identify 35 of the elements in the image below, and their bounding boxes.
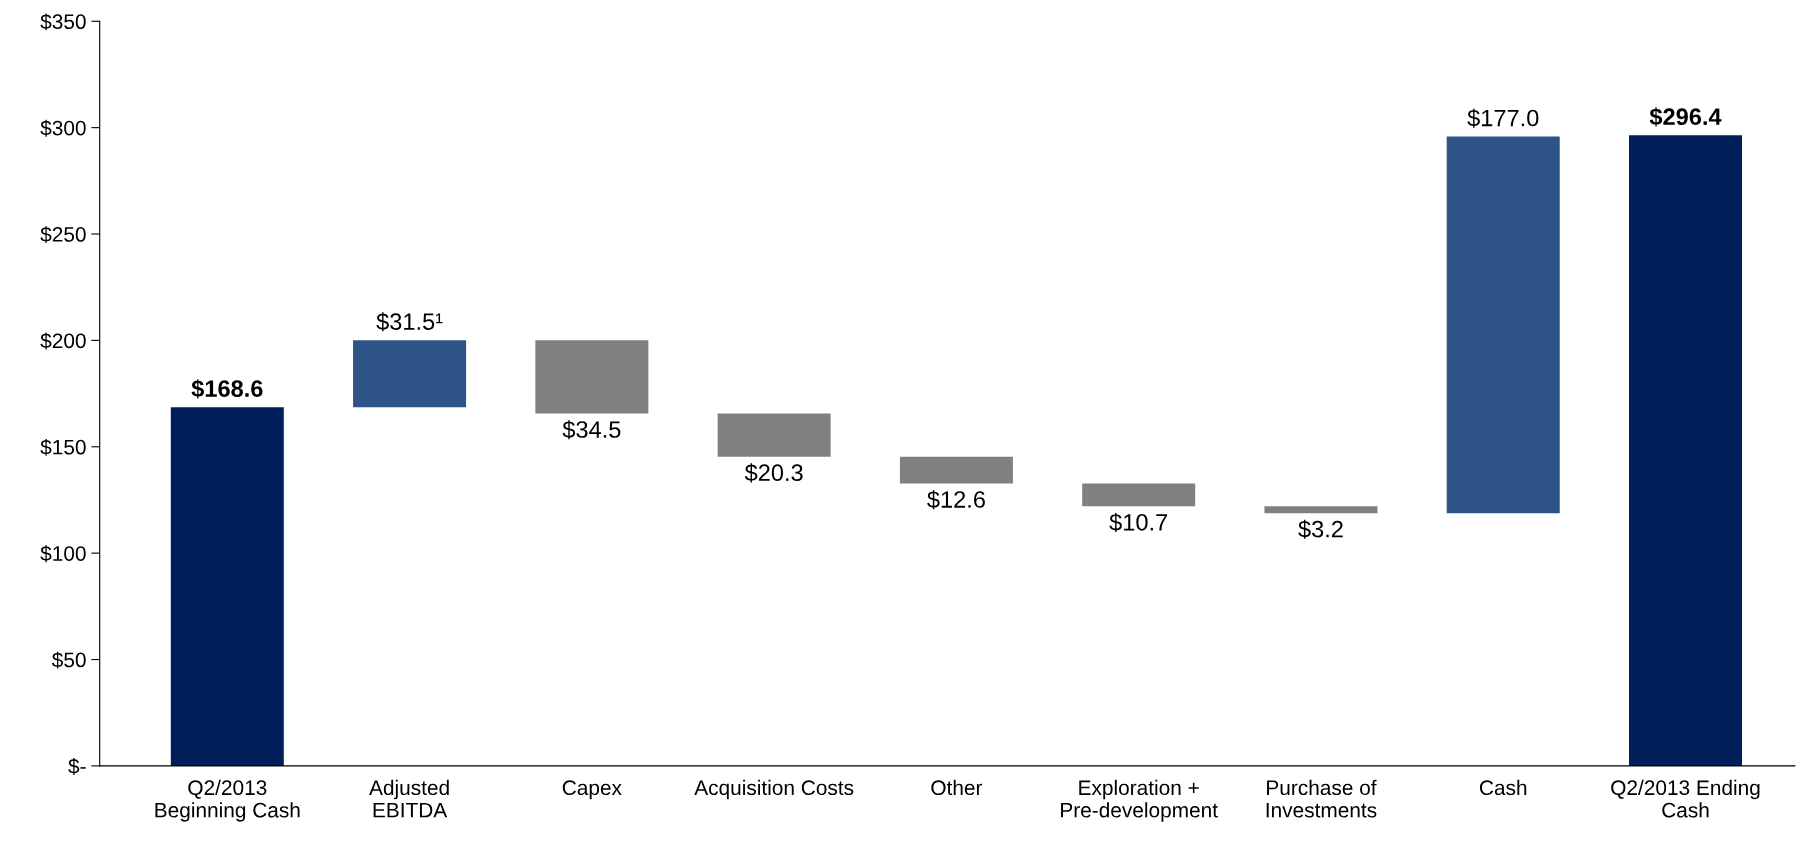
data-label: $31.5¹ — [376, 312, 443, 332]
x-tick-label: Other — [931, 779, 983, 796]
y-tick-label: $100 — [40, 545, 86, 563]
y-tick-label: $250 — [40, 226, 86, 244]
data-label: $34.5 — [562, 420, 621, 440]
bar — [1082, 483, 1196, 507]
bar — [717, 413, 831, 457]
y-tick-label: $300 — [40, 119, 86, 137]
data-label: $177.0 — [1467, 108, 1539, 128]
data-label: $10.7 — [1109, 512, 1168, 533]
data-label: $12.6 — [927, 490, 985, 510]
x-tick-label: Q2/2013 Ending Cash — [1611, 779, 1760, 818]
bar — [1446, 136, 1560, 514]
bar — [353, 340, 467, 408]
x-tick-label: Purchase of Investments — [1266, 779, 1377, 818]
x-tick-label: Capex — [562, 780, 622, 800]
x-tick-label: Adjusted EBITDA — [369, 779, 449, 818]
y-tick-label: $200 — [40, 332, 86, 350]
y-tick-label: $- — [68, 758, 86, 775]
data-label: $3.2 — [1298, 519, 1343, 539]
data-label: $296.4 — [1649, 107, 1722, 127]
bar — [1629, 135, 1743, 766]
bar — [899, 456, 1013, 484]
x-tick-label: Q2/2013 Beginning Cash — [155, 779, 300, 822]
data-label: $168.6 — [191, 379, 263, 399]
x-tick-label: Cash — [1479, 779, 1527, 796]
x-tick-label: Acquisition Costs — [694, 779, 854, 800]
bar — [170, 407, 284, 766]
y-tick-label: $150 — [40, 438, 86, 456]
y-tick-label: $50 — [51, 651, 86, 669]
data-label: $20.3 — [744, 463, 803, 483]
bar — [535, 340, 649, 414]
bar — [1264, 506, 1378, 514]
x-tick-label: Exploration + Pre-development — [1061, 779, 1218, 822]
y-tick-label: $350 — [40, 13, 86, 31]
